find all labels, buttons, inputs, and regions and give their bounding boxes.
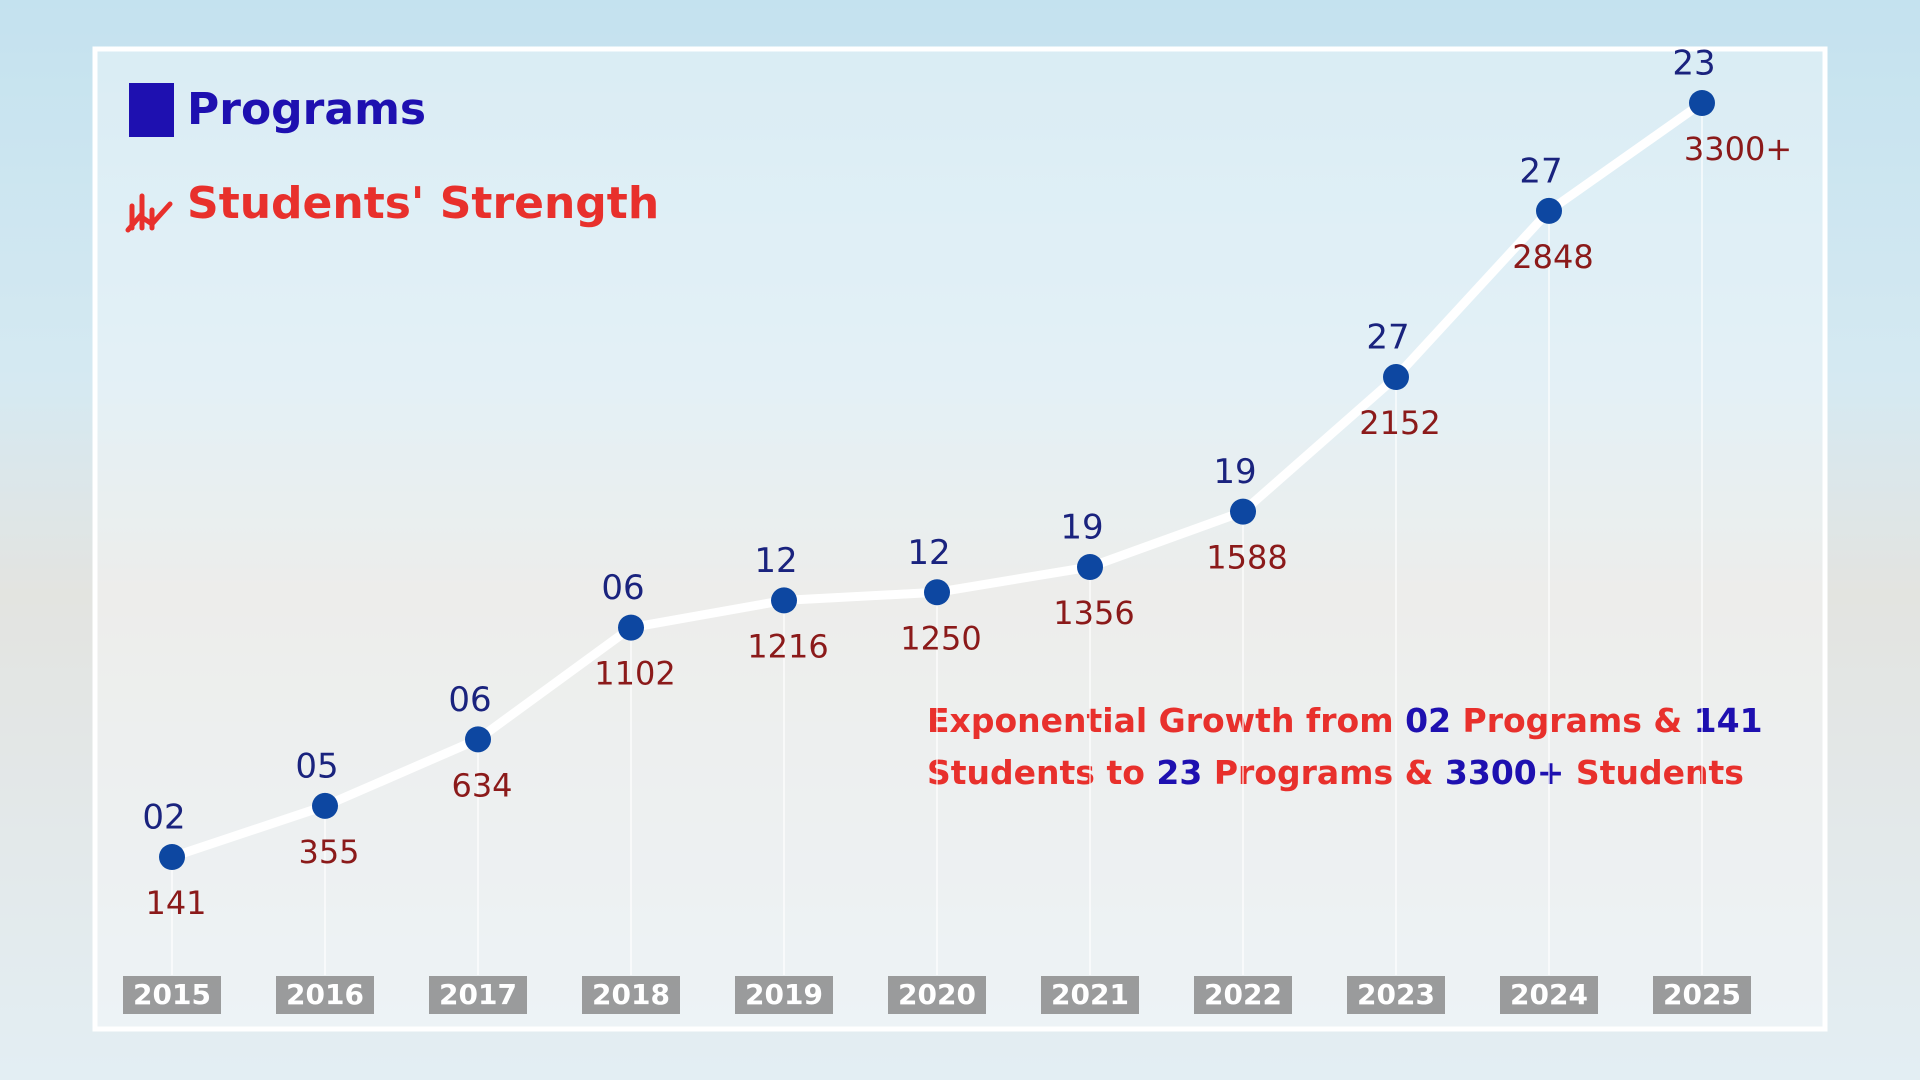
programs-label: 06 bbox=[448, 680, 491, 720]
legend-label: Programs bbox=[187, 84, 426, 135]
year-badge bbox=[582, 976, 680, 1014]
data-point bbox=[1077, 554, 1103, 580]
x-tick-label: 2019 bbox=[745, 978, 823, 1011]
programs-label: 02 bbox=[142, 798, 185, 838]
year-badge bbox=[1347, 976, 1445, 1014]
x-tick-label: 2023 bbox=[1357, 978, 1435, 1011]
data-point bbox=[618, 614, 644, 641]
x-tick-label: 2021 bbox=[1051, 978, 1129, 1011]
programs-label: 12 bbox=[907, 533, 950, 573]
data-point bbox=[771, 587, 797, 614]
students-label: 1102 bbox=[594, 655, 675, 693]
students-label: 1588 bbox=[1206, 539, 1287, 577]
x-tick-label: 2024 bbox=[1510, 978, 1588, 1011]
programs-label: 19 bbox=[1060, 508, 1103, 548]
annotation: Students to 23 Programs & 3300+ Students bbox=[927, 753, 1744, 792]
annotation-part: 3300+ bbox=[1445, 753, 1565, 792]
year-badge bbox=[1653, 976, 1751, 1014]
x-tick-label: 2025 bbox=[1663, 978, 1741, 1011]
programs-label: 23 bbox=[1672, 44, 1715, 84]
year-badge bbox=[123, 976, 221, 1014]
data-point bbox=[159, 844, 185, 870]
programs-label: 12 bbox=[754, 541, 797, 581]
data-point bbox=[1383, 364, 1409, 391]
year-badge bbox=[888, 976, 986, 1014]
students-label: 141 bbox=[145, 884, 206, 922]
students-label: 1356 bbox=[1053, 594, 1134, 632]
students-label: 1250 bbox=[900, 619, 981, 657]
programs-label: 27 bbox=[1366, 318, 1409, 358]
students-label: 355 bbox=[298, 833, 359, 871]
data-point bbox=[312, 792, 338, 819]
data-point bbox=[1536, 197, 1562, 224]
x-tick-label: 2020 bbox=[898, 978, 976, 1011]
programs-label: 06 bbox=[601, 568, 644, 608]
year-badge bbox=[1041, 976, 1139, 1014]
students-label: 3300+ bbox=[1684, 130, 1792, 168]
year-badge bbox=[276, 976, 374, 1014]
annotation-part: 141 bbox=[1694, 701, 1763, 740]
programs-label: 19 bbox=[1213, 452, 1256, 492]
legend-swatch bbox=[129, 83, 174, 137]
annotation-part: 02 bbox=[1405, 701, 1451, 740]
programs-label: 05 bbox=[295, 746, 338, 786]
annotation-part: Programs & bbox=[1214, 753, 1434, 792]
data-point bbox=[1230, 498, 1256, 525]
annotation: Exponential Growth from 02 Programs & 14… bbox=[927, 701, 1763, 740]
annotation-part: Programs & bbox=[1463, 701, 1683, 740]
legend-label: Students' Strength bbox=[187, 178, 659, 229]
year-badge bbox=[735, 976, 833, 1014]
students-label: 634 bbox=[451, 766, 512, 804]
annotation-part: 23 bbox=[1156, 753, 1202, 792]
annotation-part: Students bbox=[1576, 753, 1744, 792]
x-tick-label: 2022 bbox=[1204, 978, 1282, 1011]
programs-label: 27 bbox=[1519, 151, 1562, 191]
annotation-part: Students to bbox=[927, 753, 1145, 792]
data-point bbox=[465, 726, 491, 753]
x-tick-label: 2016 bbox=[286, 978, 364, 1011]
x-tick-label: 2018 bbox=[592, 978, 670, 1011]
x-tick-label: 2017 bbox=[439, 978, 517, 1011]
x-tick-label: 2015 bbox=[133, 978, 211, 1011]
data-point bbox=[1689, 90, 1715, 116]
year-badge bbox=[1500, 976, 1598, 1014]
year-badge bbox=[1194, 976, 1292, 1014]
legend-icon bbox=[125, 193, 173, 233]
data-point bbox=[924, 579, 950, 606]
annotation-part: Exponential Growth from bbox=[927, 701, 1394, 740]
students-label: 2848 bbox=[1512, 238, 1593, 276]
year-badge bbox=[429, 976, 527, 1014]
students-label: 1216 bbox=[747, 627, 828, 665]
students-label: 2152 bbox=[1359, 404, 1440, 442]
